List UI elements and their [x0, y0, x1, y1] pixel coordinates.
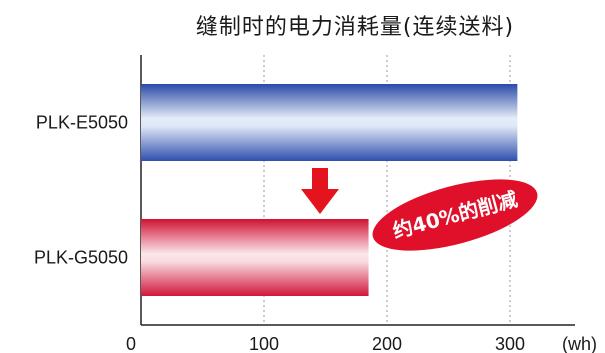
down-arrow-icon	[301, 168, 339, 214]
reduction-callout: 约40%的削减	[372, 179, 538, 251]
chart-title: 缝制时的电力消耗量(连续送料)	[196, 15, 514, 40]
x-unit-label: (wh)	[562, 334, 597, 353]
callout-ellipse	[372, 179, 538, 251]
bar-plk-g5050	[141, 219, 369, 296]
category-label-plk-g5050: PLK-G5050	[34, 248, 128, 268]
bar-plk-e5050	[141, 84, 518, 161]
category-labels: PLK-E5050 PLK-G5050	[34, 113, 128, 268]
category-label-plk-e5050: PLK-E5050	[36, 113, 128, 133]
x-tick-label-300: 300	[495, 334, 525, 353]
x-tick-labels: 0 100 200 300	[126, 334, 525, 353]
x-tick-label-100: 100	[249, 334, 279, 353]
x-tick-label-0: 0	[126, 334, 136, 353]
x-tick-label-200: 200	[372, 334, 402, 353]
bars	[141, 84, 518, 296]
